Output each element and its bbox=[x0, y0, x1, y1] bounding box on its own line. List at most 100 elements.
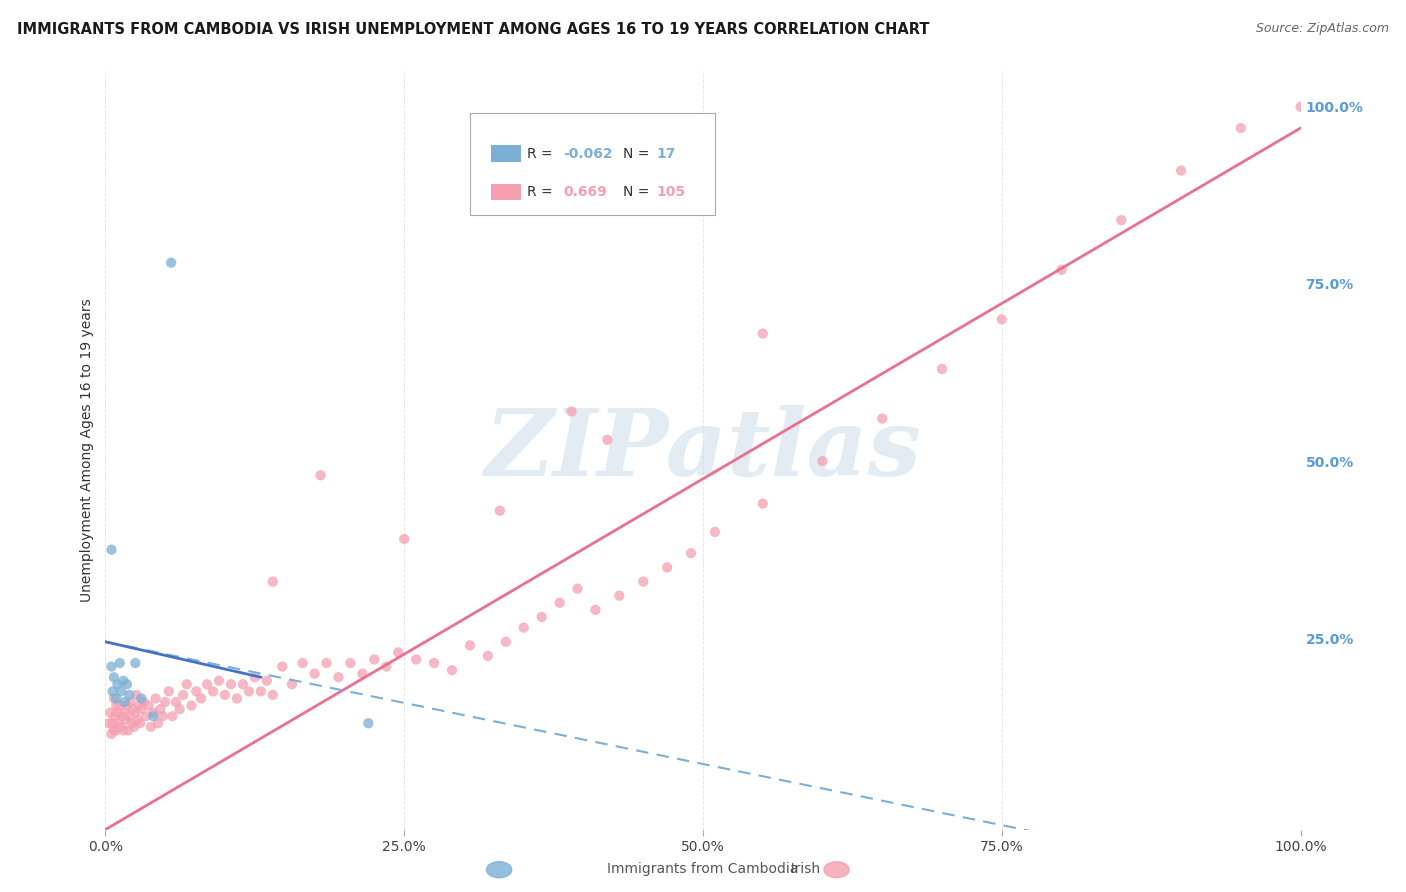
Text: R =: R = bbox=[527, 147, 557, 161]
Point bbox=[105, 723, 128, 738]
Point bbox=[125, 688, 148, 702]
Point bbox=[477, 648, 499, 663]
Point bbox=[127, 713, 149, 727]
Text: 0.669: 0.669 bbox=[564, 186, 607, 199]
Point bbox=[114, 706, 136, 720]
Point bbox=[315, 656, 337, 670]
Point bbox=[548, 596, 571, 610]
Point bbox=[440, 663, 463, 677]
Point bbox=[405, 652, 427, 666]
Point bbox=[513, 621, 536, 635]
Point bbox=[607, 589, 630, 603]
Point bbox=[190, 691, 212, 706]
Point bbox=[655, 560, 678, 574]
Bar bbox=[492, 145, 522, 162]
Point bbox=[172, 688, 194, 702]
Text: 17: 17 bbox=[657, 147, 676, 161]
Point bbox=[162, 709, 184, 723]
Text: Irish: Irish bbox=[585, 862, 821, 876]
Point bbox=[129, 702, 153, 716]
Point bbox=[108, 698, 131, 713]
Point bbox=[108, 656, 131, 670]
Bar bbox=[492, 184, 522, 201]
Point bbox=[560, 404, 583, 418]
Point bbox=[115, 677, 138, 691]
Point bbox=[256, 673, 278, 688]
Point bbox=[304, 666, 326, 681]
Point bbox=[495, 634, 517, 648]
Point bbox=[169, 702, 191, 716]
Point bbox=[489, 504, 512, 518]
Point bbox=[124, 706, 146, 720]
Point bbox=[135, 709, 157, 723]
Point bbox=[186, 684, 208, 698]
Text: N =: N = bbox=[623, 186, 654, 199]
Point bbox=[107, 677, 129, 691]
Point bbox=[124, 656, 146, 670]
Point bbox=[530, 610, 553, 624]
Point bbox=[387, 645, 409, 659]
Point bbox=[291, 656, 314, 670]
Point bbox=[214, 688, 236, 702]
Point bbox=[458, 638, 481, 652]
Point bbox=[107, 706, 129, 720]
Point bbox=[142, 706, 165, 720]
Point bbox=[118, 688, 141, 702]
Text: N =: N = bbox=[623, 147, 654, 161]
Point bbox=[103, 691, 125, 706]
Point bbox=[281, 677, 304, 691]
Point bbox=[262, 688, 284, 702]
Point bbox=[1229, 121, 1251, 136]
Point bbox=[1289, 100, 1312, 114]
Point bbox=[117, 723, 139, 738]
Point bbox=[128, 698, 150, 713]
Point bbox=[352, 666, 374, 681]
Point bbox=[100, 727, 122, 741]
Point bbox=[309, 468, 332, 483]
Point bbox=[1050, 262, 1073, 277]
Point bbox=[122, 702, 145, 716]
Point bbox=[138, 698, 160, 713]
Text: 105: 105 bbox=[657, 186, 686, 199]
Point bbox=[105, 691, 128, 706]
Point bbox=[98, 716, 121, 731]
Point bbox=[160, 255, 183, 269]
Point bbox=[120, 695, 142, 709]
Point bbox=[375, 659, 398, 673]
Point bbox=[152, 709, 174, 723]
Point bbox=[585, 603, 607, 617]
Point bbox=[363, 652, 385, 666]
Point bbox=[142, 709, 165, 723]
Point bbox=[1111, 213, 1133, 227]
Point bbox=[129, 691, 153, 706]
Point bbox=[195, 677, 218, 691]
Point bbox=[392, 532, 416, 546]
Point bbox=[704, 524, 727, 539]
Point bbox=[931, 362, 953, 376]
Point bbox=[121, 716, 143, 731]
Point bbox=[100, 542, 122, 557]
Point bbox=[751, 497, 773, 511]
Point bbox=[100, 659, 122, 673]
Text: IMMIGRANTS FROM CAMBODIA VS IRISH UNEMPLOYMENT AMONG AGES 16 TO 19 YEARS CORRELA: IMMIGRANTS FROM CAMBODIA VS IRISH UNEMPL… bbox=[17, 22, 929, 37]
Text: Source: ZipAtlas.com: Source: ZipAtlas.com bbox=[1256, 22, 1389, 36]
Point bbox=[145, 691, 167, 706]
Point bbox=[328, 670, 350, 684]
Point bbox=[180, 698, 202, 713]
Point bbox=[165, 695, 187, 709]
Point bbox=[633, 574, 655, 589]
Point bbox=[122, 720, 145, 734]
Point bbox=[238, 684, 260, 698]
Point bbox=[114, 695, 136, 709]
Point bbox=[243, 670, 266, 684]
Point bbox=[262, 574, 284, 589]
Text: R =: R = bbox=[527, 186, 557, 199]
Point bbox=[232, 677, 254, 691]
Point bbox=[112, 673, 135, 688]
Point bbox=[149, 702, 172, 716]
Point bbox=[176, 677, 198, 691]
Point bbox=[219, 677, 242, 691]
Point bbox=[114, 713, 136, 727]
Point bbox=[107, 716, 129, 731]
Point bbox=[1170, 163, 1192, 178]
